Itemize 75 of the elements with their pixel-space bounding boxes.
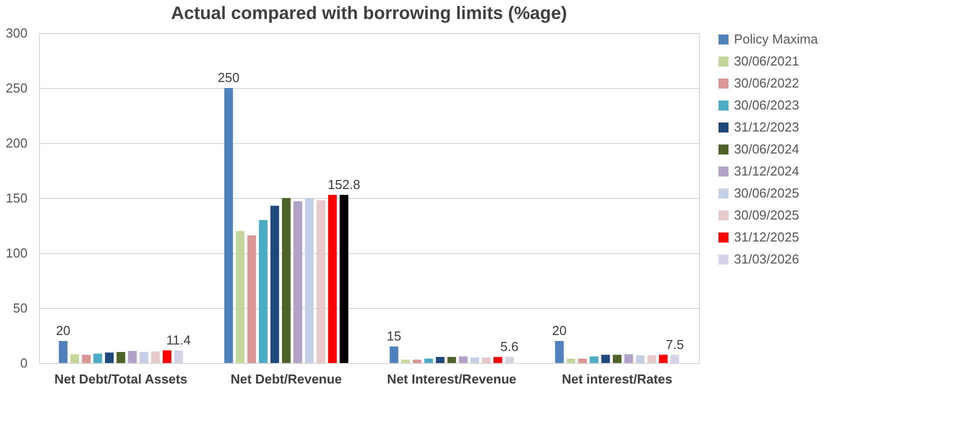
y-tick-label: 300 [6, 26, 28, 40]
bar [82, 354, 91, 363]
legend-label: 30/06/2025 [734, 186, 800, 200]
bar [612, 354, 622, 363]
x-tick-label: Net Debt/Revenue [230, 372, 342, 386]
bar [116, 352, 126, 363]
x-tick-label: Net Interest/Revenue [387, 372, 516, 386]
bar [658, 354, 668, 363]
legend-label: 31/12/2023 [734, 120, 800, 134]
data-label: 20 [56, 323, 70, 338]
bar [294, 201, 302, 363]
bar [624, 354, 633, 363]
data-label: 152.8 [328, 176, 360, 192]
bar [224, 88, 233, 363]
bar [494, 356, 502, 363]
y-tick-label: 150 [6, 190, 28, 206]
bar [93, 354, 102, 363]
x-tick-label: Net Debt/Total Assets [54, 372, 188, 386]
bar [340, 194, 348, 363]
legend-label: 30/09/2025 [734, 208, 800, 222]
bar [636, 355, 645, 363]
legend-label: Policy Maxima [734, 32, 819, 46]
bar [482, 358, 491, 363]
bar [174, 350, 183, 363]
data-label: 20 [552, 323, 567, 338]
bar [670, 354, 680, 363]
bar [70, 354, 80, 363]
bar [328, 194, 337, 363]
bar [505, 356, 514, 363]
bar [151, 351, 160, 363]
chart-title: Actual compared with borrowing limits (%age) [170, 3, 568, 23]
data-label: 11.4 [166, 332, 191, 348]
bar [590, 356, 598, 363]
bar [162, 350, 172, 363]
bar [424, 358, 433, 363]
y-tick-label: 100 [6, 246, 28, 260]
bar [390, 346, 398, 363]
data-label: 15 [386, 328, 402, 344]
bar [128, 350, 137, 363]
legend-label: 30/06/2021 [734, 54, 800, 68]
legend-label: 30/06/2024 [734, 142, 800, 156]
x-tick-label: Net interest/Rates [562, 372, 672, 386]
y-tick-label: 250 [6, 80, 28, 96]
legend-label: 31/12/2024 [734, 164, 800, 178]
y-tick-label: 200 [6, 136, 28, 150]
bar [601, 354, 610, 363]
bar [247, 235, 256, 363]
bar [470, 358, 480, 363]
bar [305, 198, 314, 363]
bar [58, 341, 68, 363]
bar [566, 358, 576, 363]
bar [140, 352, 148, 363]
bar [401, 360, 410, 363]
legend-label: 31/03/2026 [734, 252, 800, 266]
bar [458, 356, 468, 363]
bar [447, 356, 456, 363]
data-label: 250 [218, 70, 240, 85]
bar [270, 206, 280, 363]
bar [258, 220, 268, 363]
bar [578, 358, 587, 363]
y-tick-label: 50 [13, 300, 28, 316]
legend-label: 30/06/2023 [734, 98, 800, 112]
data-label: 5.6 [500, 338, 518, 354]
bar [555, 341, 564, 363]
bar [436, 356, 444, 363]
y-tick-label: 0 [20, 356, 28, 370]
bar [236, 231, 244, 363]
legend-label: 31/12/2025 [734, 230, 800, 244]
bar [282, 198, 291, 363]
bar [316, 200, 326, 363]
bar [105, 352, 114, 363]
bar [412, 360, 422, 363]
bar [647, 355, 656, 363]
legend-label: 30/06/2022 [734, 76, 800, 90]
data-label: 7.5 [666, 336, 684, 352]
